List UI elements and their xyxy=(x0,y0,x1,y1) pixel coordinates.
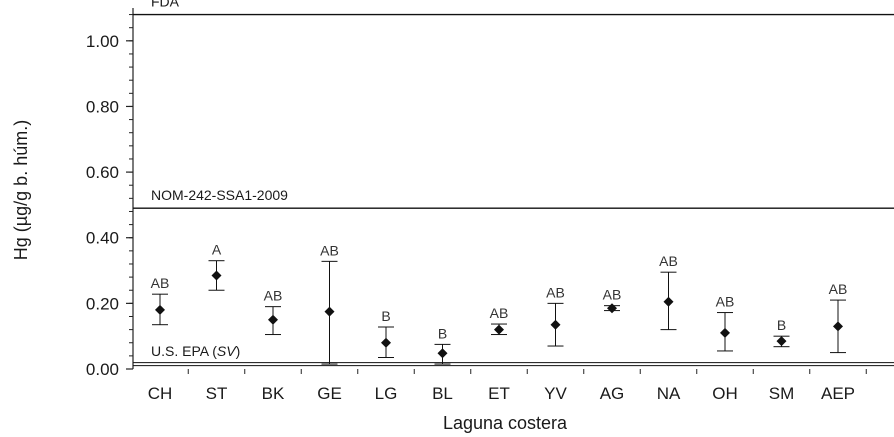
significance-label: A xyxy=(212,242,222,258)
data-point xyxy=(663,296,674,307)
significance-label: AB xyxy=(716,294,735,310)
category-label: OH xyxy=(712,384,738,403)
significance-label: AB xyxy=(490,305,509,321)
significance-label: AB xyxy=(264,288,283,304)
category-label: AG xyxy=(600,384,625,403)
x-axis-title: Laguna costera xyxy=(443,413,568,433)
y-axis-title: Hg (µg/g b. húm.) xyxy=(11,120,31,260)
reference-line-label: FDA xyxy=(151,0,180,10)
data-marks xyxy=(152,260,846,365)
reference-lines xyxy=(133,13,894,367)
significance-label: B xyxy=(438,325,447,341)
category-label: LG xyxy=(375,384,398,403)
reference-line-label: U.S. EPA (SV) xyxy=(151,343,240,359)
category-label: GE xyxy=(317,384,342,403)
data-point xyxy=(437,348,448,359)
data-point xyxy=(720,327,730,338)
data-point xyxy=(268,314,278,325)
data-point xyxy=(155,304,165,315)
significance-label: B xyxy=(777,317,786,333)
significance-label: AB xyxy=(320,242,339,258)
y-tick-label: 0.00 xyxy=(86,360,119,379)
data-point xyxy=(381,337,391,348)
y-tick-label: 0.20 xyxy=(86,294,119,313)
chart-axes xyxy=(126,8,867,374)
y-tick-label: 1.00 xyxy=(86,32,119,51)
category-label: AEP xyxy=(821,384,855,403)
category-label: NA xyxy=(657,384,681,403)
data-point xyxy=(211,270,222,281)
data-point xyxy=(494,324,504,335)
significance-label: AB xyxy=(829,281,848,297)
data-point xyxy=(776,336,787,347)
category-label: ST xyxy=(206,384,228,403)
reference-line-label: NOM-242-SSA1-2009 xyxy=(151,187,288,203)
significance-label: AB xyxy=(659,253,678,269)
significance-label: AB xyxy=(603,287,622,303)
data-point xyxy=(607,303,617,314)
category-label: BL xyxy=(432,384,453,403)
data-point xyxy=(324,306,335,317)
significance-label: AB xyxy=(546,284,565,300)
significance-label: B xyxy=(381,308,390,324)
data-point xyxy=(550,319,561,330)
y-tick-label: 0.80 xyxy=(86,97,119,116)
data-point xyxy=(833,321,843,332)
significance-label: AB xyxy=(151,275,170,291)
y-tick-label: 0.60 xyxy=(86,163,119,182)
category-label: CH xyxy=(148,384,173,403)
chart-labels: 0.00 0.20 0.40 0.60 0.80 1.00 FDA NOM-242-SSA1-… xyxy=(11,0,855,433)
category-label: SM xyxy=(769,384,795,403)
category-label: YV xyxy=(544,384,567,403)
y-tick-label: 0.40 xyxy=(86,229,119,248)
category-label: ET xyxy=(488,384,510,403)
category-label: BK xyxy=(262,384,285,403)
